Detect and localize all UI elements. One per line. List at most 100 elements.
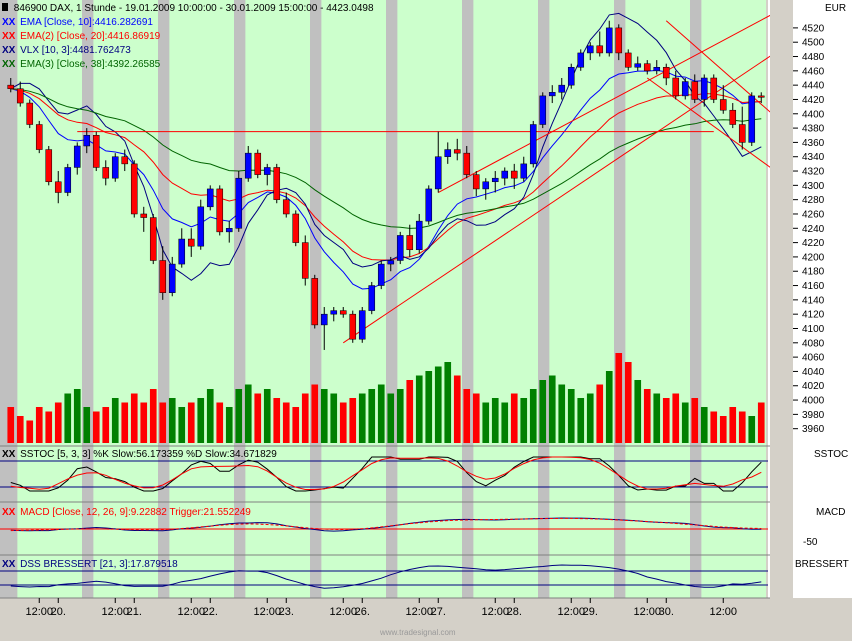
price-tick-label: 4240 (802, 224, 825, 235)
legend-ema38[interactable]: XX EMA(3) [Close, 38]:4392.26585 (2, 59, 161, 70)
candle-body (577, 52, 585, 68)
candle-body (73, 145, 81, 168)
candle-body (615, 27, 623, 54)
candle-body (216, 188, 224, 233)
price-tick-label: 4100 (802, 324, 825, 335)
volume-bar (102, 407, 110, 443)
legend-ema20[interactable]: XX EMA(2) [Close, 20]:4416.86919 (2, 31, 161, 42)
volume-bar (605, 371, 613, 443)
price-tick-label: 4280 (802, 195, 825, 206)
volume-bar (634, 380, 642, 443)
candle-body (54, 181, 62, 193)
volume-bar (615, 353, 623, 443)
volume-bar (757, 402, 765, 443)
sstoc-label[interactable]: XX SSTOC [5, 3, 3] %K Slow:56.173359 %D … (2, 449, 277, 460)
volume-bar (434, 366, 442, 443)
candle-body (406, 235, 414, 251)
dss-label[interactable]: XX DSS BRESSERT [21, 3]:17.879518 (2, 559, 178, 570)
session-green (625, 0, 690, 598)
candle-body (235, 177, 243, 229)
macd-scale-title: MACD (816, 507, 846, 518)
price-tick-label: 4060 (802, 353, 825, 364)
volume-bar (358, 393, 366, 443)
candle-body (330, 310, 338, 315)
legend-marker: XX (2, 17, 16, 28)
legend-vlx[interactable]: XX VLX [10, 3]:4481.762473 (2, 45, 131, 56)
macd-label[interactable]: XX MACD [Close, 12, 26, 9]:9.22882 Trigg… (2, 507, 251, 518)
volume-bar (444, 362, 452, 443)
candle-body (396, 235, 404, 261)
volume-bar (216, 402, 224, 443)
price-tick-label: 3960 (802, 424, 825, 435)
candle-body (520, 163, 528, 179)
candle-body (377, 263, 385, 286)
overlay-4-line (10, 88, 762, 229)
volume-bar (206, 389, 214, 443)
time-tick-label: 28. (507, 606, 522, 618)
volume-bar (168, 398, 176, 443)
volume-bar (482, 402, 490, 443)
volume-bar (121, 402, 129, 443)
candle-body (738, 124, 746, 143)
candle-body (624, 52, 632, 68)
currency-label: EUR (825, 3, 847, 14)
volume-bar (64, 393, 72, 443)
candle-body (45, 149, 53, 183)
candle-body (168, 263, 176, 293)
volume-bar (111, 398, 119, 443)
session-green (245, 0, 310, 598)
legend-ema10[interactable]: XX EMA [Close, 10]:4416.282691 (2, 17, 153, 28)
candle-body (482, 181, 490, 190)
price-tick-label: 4040 (802, 367, 825, 378)
candle-body (729, 109, 737, 125)
volume-bar (140, 402, 148, 443)
candle-body (102, 167, 110, 179)
candle-body (672, 77, 680, 97)
price-tick-label: 4440 (802, 81, 825, 92)
volume-bar (235, 389, 243, 443)
candle-body (415, 220, 423, 251)
session-gray (614, 0, 626, 598)
axis-separator (768, 0, 770, 598)
candlesticks[interactable] (7, 20, 765, 350)
time-axis-panel (0, 598, 852, 641)
session-green (549, 0, 614, 598)
legend-marker: XX (2, 507, 16, 518)
candle-body (349, 313, 357, 340)
candle-body (159, 260, 167, 293)
volume-bar (263, 389, 271, 443)
candle-body (757, 95, 765, 98)
candle-body (111, 156, 119, 179)
time-tick-label: 12:00 (633, 606, 661, 618)
session-green (93, 0, 158, 598)
candle-body (368, 285, 376, 311)
volume-bar (301, 393, 309, 443)
volume-bar (425, 371, 433, 443)
price-tick-label: 4000 (802, 396, 825, 407)
time-tick-label: 12:00 (481, 606, 509, 618)
time-tick-label: 12:00 (101, 606, 129, 618)
watermark: www.tradesignal.com (380, 628, 456, 637)
candle-body (292, 213, 300, 243)
volume-bar (92, 411, 100, 443)
volume-bar (463, 389, 471, 443)
volume-bar (73, 389, 81, 443)
time-tick-label: 23. (279, 606, 294, 618)
legend-marker: XX (2, 45, 16, 56)
session-gray (386, 0, 398, 598)
price-legend: 846900 DAX, 1 Stunde - 19.01.2009 10:00:… (2, 2, 374, 72)
session-green (397, 0, 462, 598)
price-tick-label: 4220 (802, 238, 825, 249)
volume-bar (339, 402, 347, 443)
volume-bar (453, 375, 461, 443)
candle-body (92, 134, 100, 168)
price-axis: 3960 3980 4000 4020 4040 4060 4080 4100 4120 4140… (770, 0, 852, 598)
price-tick-label: 4140 (802, 295, 825, 306)
time-tick-label: 30. (659, 606, 674, 618)
candle-body (719, 99, 727, 111)
time-tick-label: 12:00 (709, 606, 737, 618)
candle-body (605, 27, 613, 54)
session-gray (158, 0, 170, 598)
